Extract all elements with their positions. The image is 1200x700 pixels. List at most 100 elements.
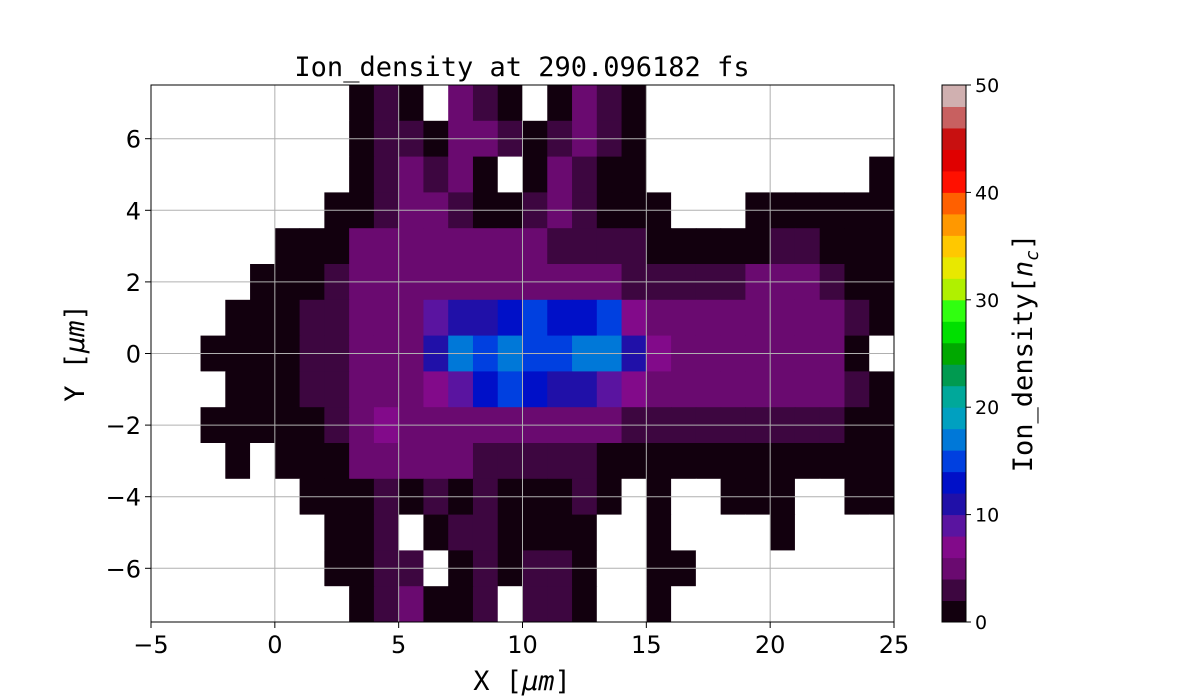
colorbar-band xyxy=(942,579,966,602)
colorbar-band xyxy=(942,364,966,387)
heatmap-cell xyxy=(522,228,548,265)
heatmap-cell xyxy=(423,299,449,337)
y-tick-label: 2 xyxy=(126,269,141,297)
heatmap-cell xyxy=(373,85,400,122)
heatmap-cell xyxy=(522,443,548,480)
heatmap-cell xyxy=(175,514,202,551)
heatmap-cell xyxy=(819,85,845,122)
heatmap-cell xyxy=(869,299,895,337)
heatmap-cell xyxy=(745,299,771,337)
heatmap-cell xyxy=(175,156,202,193)
heatmap-cell xyxy=(448,156,474,193)
heatmap-cell xyxy=(844,299,870,337)
colorbar-tick-label: 0 xyxy=(975,612,987,634)
heatmap-cell xyxy=(745,586,771,623)
heatmap-cell xyxy=(324,443,350,480)
heatmap-cell xyxy=(423,371,449,408)
heatmap-cell xyxy=(522,85,548,122)
heatmap-cell xyxy=(448,443,474,480)
heatmap-cell xyxy=(547,586,573,623)
y-tick-label: −2 xyxy=(106,412,141,440)
heatmap-cell xyxy=(497,85,523,122)
heatmap-cell xyxy=(547,514,573,551)
colorbar-band xyxy=(942,342,966,365)
heatmap-cell xyxy=(720,371,746,408)
heatmap-cell xyxy=(398,371,424,408)
heatmap-cell xyxy=(299,443,325,480)
heatmap-cell xyxy=(621,85,647,122)
colorbar-band xyxy=(942,299,966,322)
heatmap-cell xyxy=(646,85,672,122)
heatmap-cell xyxy=(200,85,226,122)
heatmap-cell xyxy=(448,514,474,551)
heatmap-cell xyxy=(225,156,251,193)
heatmap-cell xyxy=(869,586,895,623)
heatmap-cell xyxy=(151,443,177,480)
heatmap-cell xyxy=(596,443,623,480)
heatmap-cell xyxy=(770,514,796,551)
heatmap-cell xyxy=(349,371,375,408)
y-tick-label: 6 xyxy=(126,126,141,154)
heatmap-cell xyxy=(175,85,202,122)
y-tick-label: 4 xyxy=(126,197,141,225)
heatmap-cell xyxy=(547,228,573,265)
colorbar-band xyxy=(942,106,966,129)
heatmap-cell xyxy=(349,514,375,551)
heatmap-cell xyxy=(646,156,672,193)
heatmap-cell xyxy=(596,228,623,265)
colorbar-band xyxy=(942,450,966,473)
heatmap-cell xyxy=(497,156,523,193)
heatmap-cell xyxy=(225,514,251,551)
heatmap-cell xyxy=(497,443,523,480)
heatmap-cell xyxy=(671,514,697,551)
heatmap-cell xyxy=(225,85,251,122)
heatmap-cell xyxy=(349,299,375,337)
heatmap-cell xyxy=(497,299,523,337)
colorbar-band xyxy=(942,600,966,623)
heatmap-cell xyxy=(646,443,672,480)
heatmap-cell xyxy=(250,228,276,265)
x-tick-label: 10 xyxy=(507,631,538,659)
heatmap-cell xyxy=(844,85,870,122)
heatmap-cell xyxy=(274,156,301,193)
heatmap-cell xyxy=(398,514,424,551)
heatmap-cell xyxy=(745,85,771,122)
heatmap-cell xyxy=(250,586,276,623)
heatmap-cell xyxy=(869,371,895,408)
heatmap-cell xyxy=(522,156,548,193)
heatmap-cell xyxy=(497,586,523,623)
heatmap-cell xyxy=(671,371,697,408)
colorbar-band xyxy=(942,213,966,236)
colorbar-tick-label: 20 xyxy=(975,397,999,419)
colorbar-band xyxy=(942,192,966,215)
colorbar-band xyxy=(942,557,966,580)
heatmap-cell xyxy=(472,514,499,551)
x-tick-label: 0 xyxy=(267,631,282,659)
heatmap-cell xyxy=(299,371,325,408)
heatmap-cell xyxy=(572,299,598,337)
heatmap-cell xyxy=(646,586,672,623)
heatmap-cell xyxy=(720,85,746,122)
heatmap-cell xyxy=(324,514,350,551)
heatmap-cell xyxy=(720,443,746,480)
x-tick-label: 15 xyxy=(631,631,662,659)
colorbar-ticks: 0 10 20 30 40 50 xyxy=(966,75,999,634)
heatmap-cell xyxy=(299,228,325,265)
colorbar-band xyxy=(942,536,966,559)
heatmap-cell xyxy=(745,156,771,193)
heatmap-cell xyxy=(423,156,449,193)
heatmap-cell xyxy=(522,586,548,623)
heatmap-cell xyxy=(671,586,697,623)
heatmap-cell xyxy=(472,586,499,623)
colorbar xyxy=(942,85,966,623)
colorbar-frame xyxy=(941,84,967,623)
heatmap-cell xyxy=(794,371,821,408)
heatmap-cell xyxy=(225,228,251,265)
heatmap-cell xyxy=(695,514,722,551)
heatmap-cell xyxy=(720,299,746,337)
heatmap-cell xyxy=(324,371,350,408)
heatmap-cell xyxy=(448,85,474,122)
y-tick-label: −4 xyxy=(106,484,141,512)
heatmap-cell xyxy=(175,443,202,480)
heatmap-cell xyxy=(423,586,449,623)
